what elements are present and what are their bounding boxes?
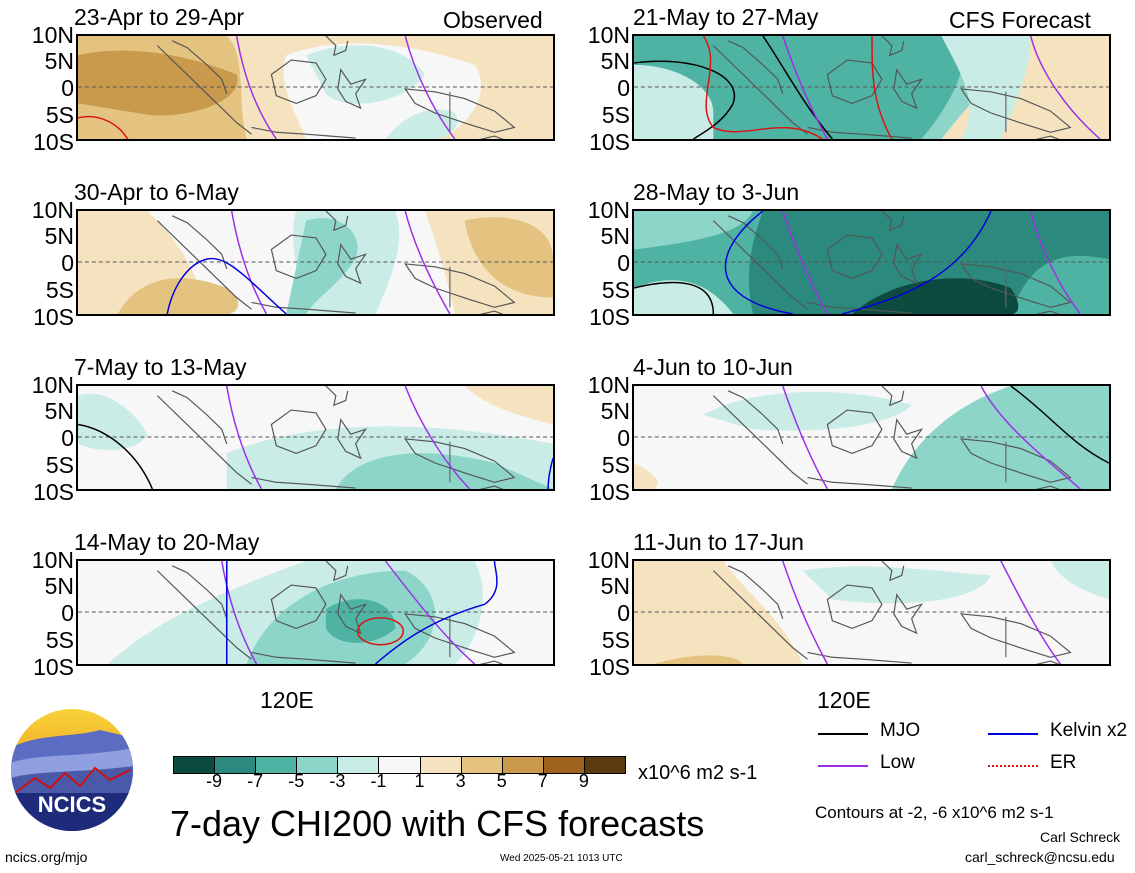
map-panel-1 (76, 34, 555, 141)
y-tick-label: 5S (601, 627, 630, 653)
map-panel-5 (632, 34, 1111, 141)
contour-note: Contours at -2, -6 x10^6 m2 s-1 (815, 803, 1054, 822)
y-tick-label: 10S (33, 479, 74, 505)
x-axis-label: 120E (817, 687, 871, 713)
forecast-label: CFS Forecast (949, 7, 1091, 33)
y-tick-label: 10N (31, 22, 74, 48)
y-tick-label: 0 (61, 250, 74, 276)
legend-label: MJO (880, 720, 921, 741)
y-tick-label: 5N (44, 48, 74, 74)
colorbar (173, 756, 626, 774)
y-tick-label: 0 (61, 75, 74, 101)
y-tick-label: 5N (44, 398, 74, 424)
y-tick-label: 5N (600, 223, 630, 249)
x-axis-label: 120E (260, 687, 314, 713)
map-panel-7 (632, 384, 1111, 491)
y-tick-label: 10N (31, 197, 74, 223)
y-tick-label: 5S (45, 277, 74, 303)
y-tick-label: 5N (600, 398, 630, 424)
panel-title: 7-May to 13-May (74, 354, 247, 380)
legend-line (818, 733, 868, 735)
logo-text: NCICS (38, 792, 106, 817)
panel-title: 11-Jun to 17-Jun (633, 529, 804, 555)
map-panel-4 (76, 559, 555, 666)
y-tick-label: 5S (45, 452, 74, 478)
y-tick-label: 5S (601, 452, 630, 478)
colorbar-tick-label: 3 (455, 771, 466, 791)
legend-line (988, 765, 1038, 767)
y-tick-label: 0 (617, 250, 630, 276)
y-tick-label: 10S (589, 479, 630, 505)
colorbar-swatch (583, 756, 626, 774)
colorbar-tick-label: -3 (329, 771, 346, 791)
colorbar-tick-label: -5 (288, 771, 305, 791)
y-tick-label: 0 (617, 425, 630, 451)
map-panel-8 (632, 559, 1111, 666)
colorbar-ticks: -9 -7 -5 -3 -1 1 3 5 7 9 (173, 771, 625, 795)
y-tick-label: 10S (33, 304, 74, 330)
y-tick-label: 5N (44, 223, 74, 249)
author: Carl Schreck (1040, 829, 1121, 845)
website: ncics.org/mjo (5, 849, 88, 865)
legend-label: Kelvin x2 (1050, 720, 1128, 741)
colorbar-tick-label: 7 (537, 771, 548, 791)
panel-title: 23-Apr to 29-Apr (74, 4, 245, 30)
y-tick-label: 5S (601, 102, 630, 128)
panel-title: 30-Apr to 6-May (74, 179, 239, 205)
y-tick-label: 10S (33, 129, 74, 155)
y-tick-label: 10S (589, 654, 630, 680)
map-panel-2 (76, 209, 555, 316)
legend-line (988, 733, 1038, 735)
email: carl_schreck@ncsu.edu (965, 849, 1115, 865)
y-tick-label: 5S (45, 102, 74, 128)
panel-title: 28-May to 3-Jun (633, 179, 800, 205)
y-tick-label: 10N (587, 372, 630, 398)
y-tick-label: 10N (587, 22, 630, 48)
y-tick-label: 10N (31, 547, 74, 573)
y-tick-label: 5N (44, 573, 74, 599)
observed-label: Observed (443, 7, 543, 33)
y-tick-label: 5S (45, 627, 74, 653)
y-tick-label: 0 (61, 425, 74, 451)
ncics-logo: NCICS (10, 708, 134, 832)
colorbar-tick-label: -9 (206, 771, 223, 791)
units-label: x10^6 m2 s-1 (638, 762, 758, 784)
y-tick-label: 10N (587, 197, 630, 223)
y-tick-label: 10N (31, 372, 74, 398)
y-tick-label: 5S (601, 277, 630, 303)
legend-label: ER (1050, 752, 1077, 773)
map-panel-6 (632, 209, 1111, 316)
y-tick-label: 5N (600, 573, 630, 599)
legend-line (818, 765, 868, 767)
y-tick-label: 10S (589, 304, 630, 330)
y-tick-label: 10S (33, 654, 74, 680)
colorbar-tick-label: -1 (370, 771, 387, 791)
y-tick-label: 10S (589, 129, 630, 155)
colorbar-tick-label: -7 (247, 771, 264, 791)
colorbar-tick-label: 5 (496, 771, 507, 791)
timestamp: Wed 2025-05-21 1013 UTC (500, 853, 623, 864)
y-tick-label: 5N (600, 48, 630, 74)
map-panel-3 (76, 384, 555, 491)
y-tick-label: 10N (587, 547, 630, 573)
y-tick-label: 0 (617, 600, 630, 626)
panel-title: 21-May to 27-May (633, 4, 819, 30)
y-tick-label: 0 (617, 75, 630, 101)
colorbar-tick-label: 1 (414, 771, 425, 791)
legend-label: Low (880, 752, 915, 773)
colorbar-tick-label: 9 (578, 771, 589, 791)
y-tick-label: 0 (61, 600, 74, 626)
panel-title: 4-Jun to 10-Jun (633, 354, 793, 380)
panel-title: 14-May to 20-May (74, 529, 260, 555)
main-title: 7-day CHI200 with CFS forecasts (170, 803, 705, 844)
